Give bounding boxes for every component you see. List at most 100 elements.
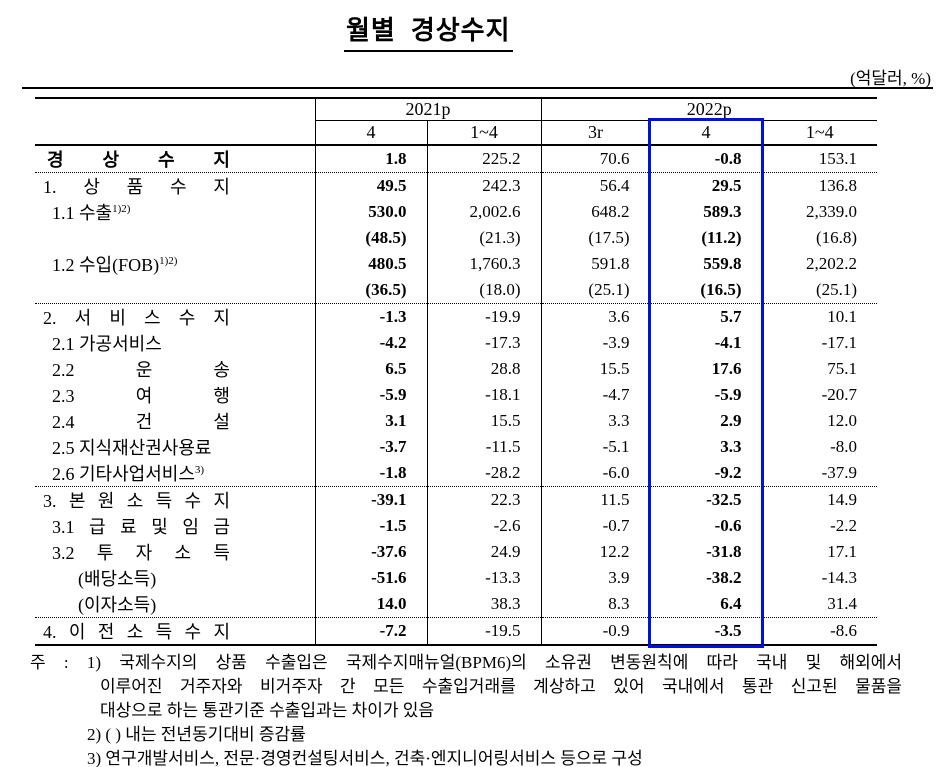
row-label [35, 276, 316, 304]
table-row: 1. 상 품 수 지 49.5 242.3 56.4 29.5 136.8 [35, 172, 877, 199]
table-row: (48.5) (21.3) (17.5) (11.2) (16.8) [35, 224, 877, 251]
value-cell: 6.4 [650, 590, 763, 618]
value-cell: -7.2 [315, 617, 428, 646]
value-cell: 3.3 [541, 407, 651, 434]
row-label [35, 224, 316, 251]
value-cell: 6.5 [315, 355, 428, 382]
footnote-line-5: 3) 연구개발서비스, 전문·경영컨설팅서비스, 건축·엔지니어링서비스 등으로… [87, 749, 643, 767]
table-row: 경 상 수 지 1.8 225.2 70.6 -0.8 153.1 [35, 144, 878, 173]
value-cell: 225.2 [427, 144, 542, 173]
row-label-column-header [35, 98, 316, 146]
value-cell: -4.2 [315, 329, 428, 356]
value-cell: 15.5 [541, 355, 651, 382]
value-cell: (18.0) [427, 276, 542, 304]
row-label: 2.3 여 행 [35, 381, 316, 408]
year-header-row: 2021p 2022p [35, 98, 878, 146]
value-cell: -17.3 [427, 329, 542, 356]
table-row: 2.6 기타사업서비스3) -1.8 -28.2 -6.0 -9.2 -37.9 [35, 459, 878, 487]
value-cell: -18.1 [427, 381, 542, 408]
row-label: 4. 이 전 소 득 수 지 [35, 617, 316, 646]
table-row: 2.2 운 송 6.5 28.8 15.5 17.6 75.1 [35, 355, 877, 382]
value-cell: 480.5 [315, 250, 428, 277]
row-label: 1.1 수출1)2) [35, 198, 316, 225]
value-cell: 11.5 [541, 486, 651, 513]
value-cell: 28.8 [427, 355, 542, 382]
table-header: 2021p 2022p 4 1~4 3r 4 1~4 [35, 98, 878, 146]
value-cell: -4.1 [650, 329, 763, 356]
value-cell: 589.3 [650, 198, 763, 225]
value-cell: -8.0 [830, 436, 858, 456]
row-label: 1.2 수입(FOB)1)2) [35, 250, 316, 277]
table-body: 경 상 수 지 1.8 225.2 70.6 -0.8 153.1 1. 상 품 수 지 49… [35, 144, 878, 646]
value-cell: 75.1 [827, 358, 858, 378]
footnote-marker: 1)2) [112, 202, 131, 215]
value-cell: (25.1) [541, 276, 651, 304]
value-cell: -3.7 [315, 433, 428, 460]
row-label: 2.6 기타사업서비스3) [35, 459, 316, 487]
value-cell: -3.9 [541, 329, 651, 356]
value-cell: 2,002.6 [427, 198, 542, 225]
value-cell: -0.6 [650, 512, 763, 539]
row-label: (이자소득) [35, 590, 316, 618]
value-cell: (21.3) [427, 224, 542, 251]
value-cell: (16.8) [815, 227, 858, 247]
value-cell: -31.8 [650, 538, 763, 565]
footnotes: 주 : 1) 국제수지의 상품 수출입은 국제수지매뉴얼(BPM6)의 소유권 … [30, 651, 902, 767]
footnote-line-3: 대상으로 하는 통관기준 수출입과는 차이가 있음 [100, 701, 435, 720]
value-cell: 242.3 [427, 172, 542, 199]
value-cell: -39.1 [315, 486, 428, 513]
footnote-line-1: 주 : 1) 국제수지의 상품 수출입은 국제수지매뉴얼(BPM6)의 소유권 … [30, 653, 902, 672]
value-cell: 1.8 [315, 144, 428, 173]
value-cell: -13.3 [427, 564, 542, 591]
group-header-2022p: 2022p [541, 98, 878, 121]
value-cell: 5.7 [650, 303, 763, 330]
value-cell: (25.1) [762, 276, 878, 304]
value-cell: (11.2) [650, 224, 763, 251]
value-cell: 2,339.0 [806, 201, 858, 221]
table-row: 2.3 여 행 -5.9 -18.1 -4.7 -5.9 -20.7 [35, 381, 877, 408]
table-row: (36.5) (18.0) (25.1) (16.5) (25.1) [35, 276, 878, 304]
table-row: 3. 본 원 소 득 수 지 -39.1 22.3 11.5 -32.5 14.9 [35, 486, 877, 513]
row-label: 2.2 운 송 [35, 355, 316, 382]
footnote-line-2: 이루어진 거주자와 비거주자 간 모든 수출입거래를 계상하고 있어 국내에서 … [100, 677, 902, 696]
value-cell: 2,202.2 [806, 253, 858, 273]
value-cell: -11.5 [427, 433, 542, 460]
row-label: 1. 상 품 수 지 [35, 172, 316, 199]
value-cell: (17.5) [541, 224, 651, 251]
value-cell: -19.9 [427, 303, 542, 330]
table-row: (배당소득) -51.6 -13.3 3.9 -38.2 -14.3 [35, 564, 877, 591]
row-label: 2. 서 비 스 수 지 [35, 303, 316, 330]
monthly-current-account-table: 2021p 2022p 4 1~4 3r 4 1~4 경 상 수 지 1.8 225.2 70… [35, 97, 878, 646]
value-cell: -4.7 [541, 381, 651, 408]
value-cell: 648.2 [541, 198, 651, 225]
value-cell: (36.5) [315, 276, 428, 304]
value-cell: 1,760.3 [427, 250, 542, 277]
value-cell: 22.3 [427, 486, 542, 513]
value-cell: -28.2 [427, 459, 542, 487]
value-cell: -0.9 [541, 617, 651, 646]
value-cell: -2.2 [830, 515, 858, 535]
value-cell: 14.9 [827, 489, 858, 509]
value-cell: -0.7 [541, 512, 651, 539]
period-header-4: 4 [650, 120, 763, 146]
value-cell: 15.5 [427, 407, 542, 434]
table-row: 2.4 건 설 3.1 15.5 3.3 2.9 12.0 [35, 407, 877, 434]
period-header-3r: 3r [541, 120, 651, 146]
footnote-marker: 3) [194, 463, 205, 476]
period-header-4: 4 [315, 120, 428, 146]
table-row: 2.5 지식재산권사용료 -3.7 -11.5 -5.1 3.3 -8.0 [35, 433, 877, 460]
value-cell: (48.5) [315, 224, 428, 251]
table-row: (이자소득) 14.0 38.3 8.3 6.4 31.4 [35, 590, 878, 618]
value-cell: 3.6 [541, 303, 651, 330]
value-cell: -51.6 [315, 564, 428, 591]
value-cell: -8.6 [762, 617, 878, 646]
row-label: (배당소득) [35, 564, 316, 591]
value-cell: 12.2 [541, 538, 651, 565]
table-row: 2. 서 비 스 수 지 -1.3 -19.9 3.6 5.7 10.1 [35, 303, 877, 330]
row-label: 3.2 투 자 소 득 [35, 538, 316, 565]
table-row: 3.1 급 료 및 임 금 -1.5 -2.6 -0.7 -0.6 -2.2 [35, 512, 877, 539]
value-cell: 530.0 [315, 198, 428, 225]
value-cell: 591.8 [541, 250, 651, 277]
value-cell: 10.1 [827, 306, 858, 326]
